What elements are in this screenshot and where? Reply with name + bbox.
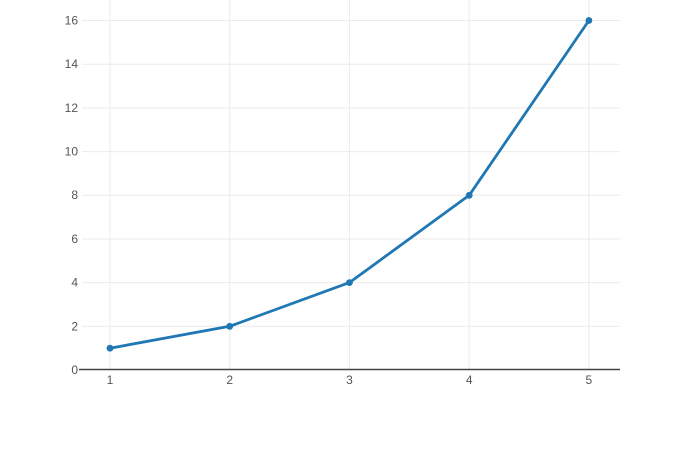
data-point[interactable] xyxy=(226,322,234,330)
data-point[interactable] xyxy=(465,191,473,199)
y-tick-label: 8 xyxy=(71,188,78,202)
x-tick-label: 2 xyxy=(226,373,233,387)
y-tick-label: 6 xyxy=(71,232,78,246)
y-tick-label: 2 xyxy=(71,319,78,333)
y-tick-label: 10 xyxy=(65,145,79,159)
data-point[interactable] xyxy=(346,279,353,286)
data-point[interactable] xyxy=(106,344,114,352)
y-tick-label: 0 xyxy=(71,363,78,377)
y-tick-label: 12 xyxy=(65,101,79,115)
y-tick-label: 4 xyxy=(71,276,78,290)
x-tick-label: 4 xyxy=(466,373,473,387)
y-tick-label: 14 xyxy=(65,57,79,71)
x-tick-label: 3 xyxy=(346,373,353,387)
x-tick-label: 5 xyxy=(586,373,593,387)
x-tick-label: 1 xyxy=(107,373,114,387)
data-point[interactable] xyxy=(585,17,593,24)
y-tick-label: 16 xyxy=(65,13,79,27)
